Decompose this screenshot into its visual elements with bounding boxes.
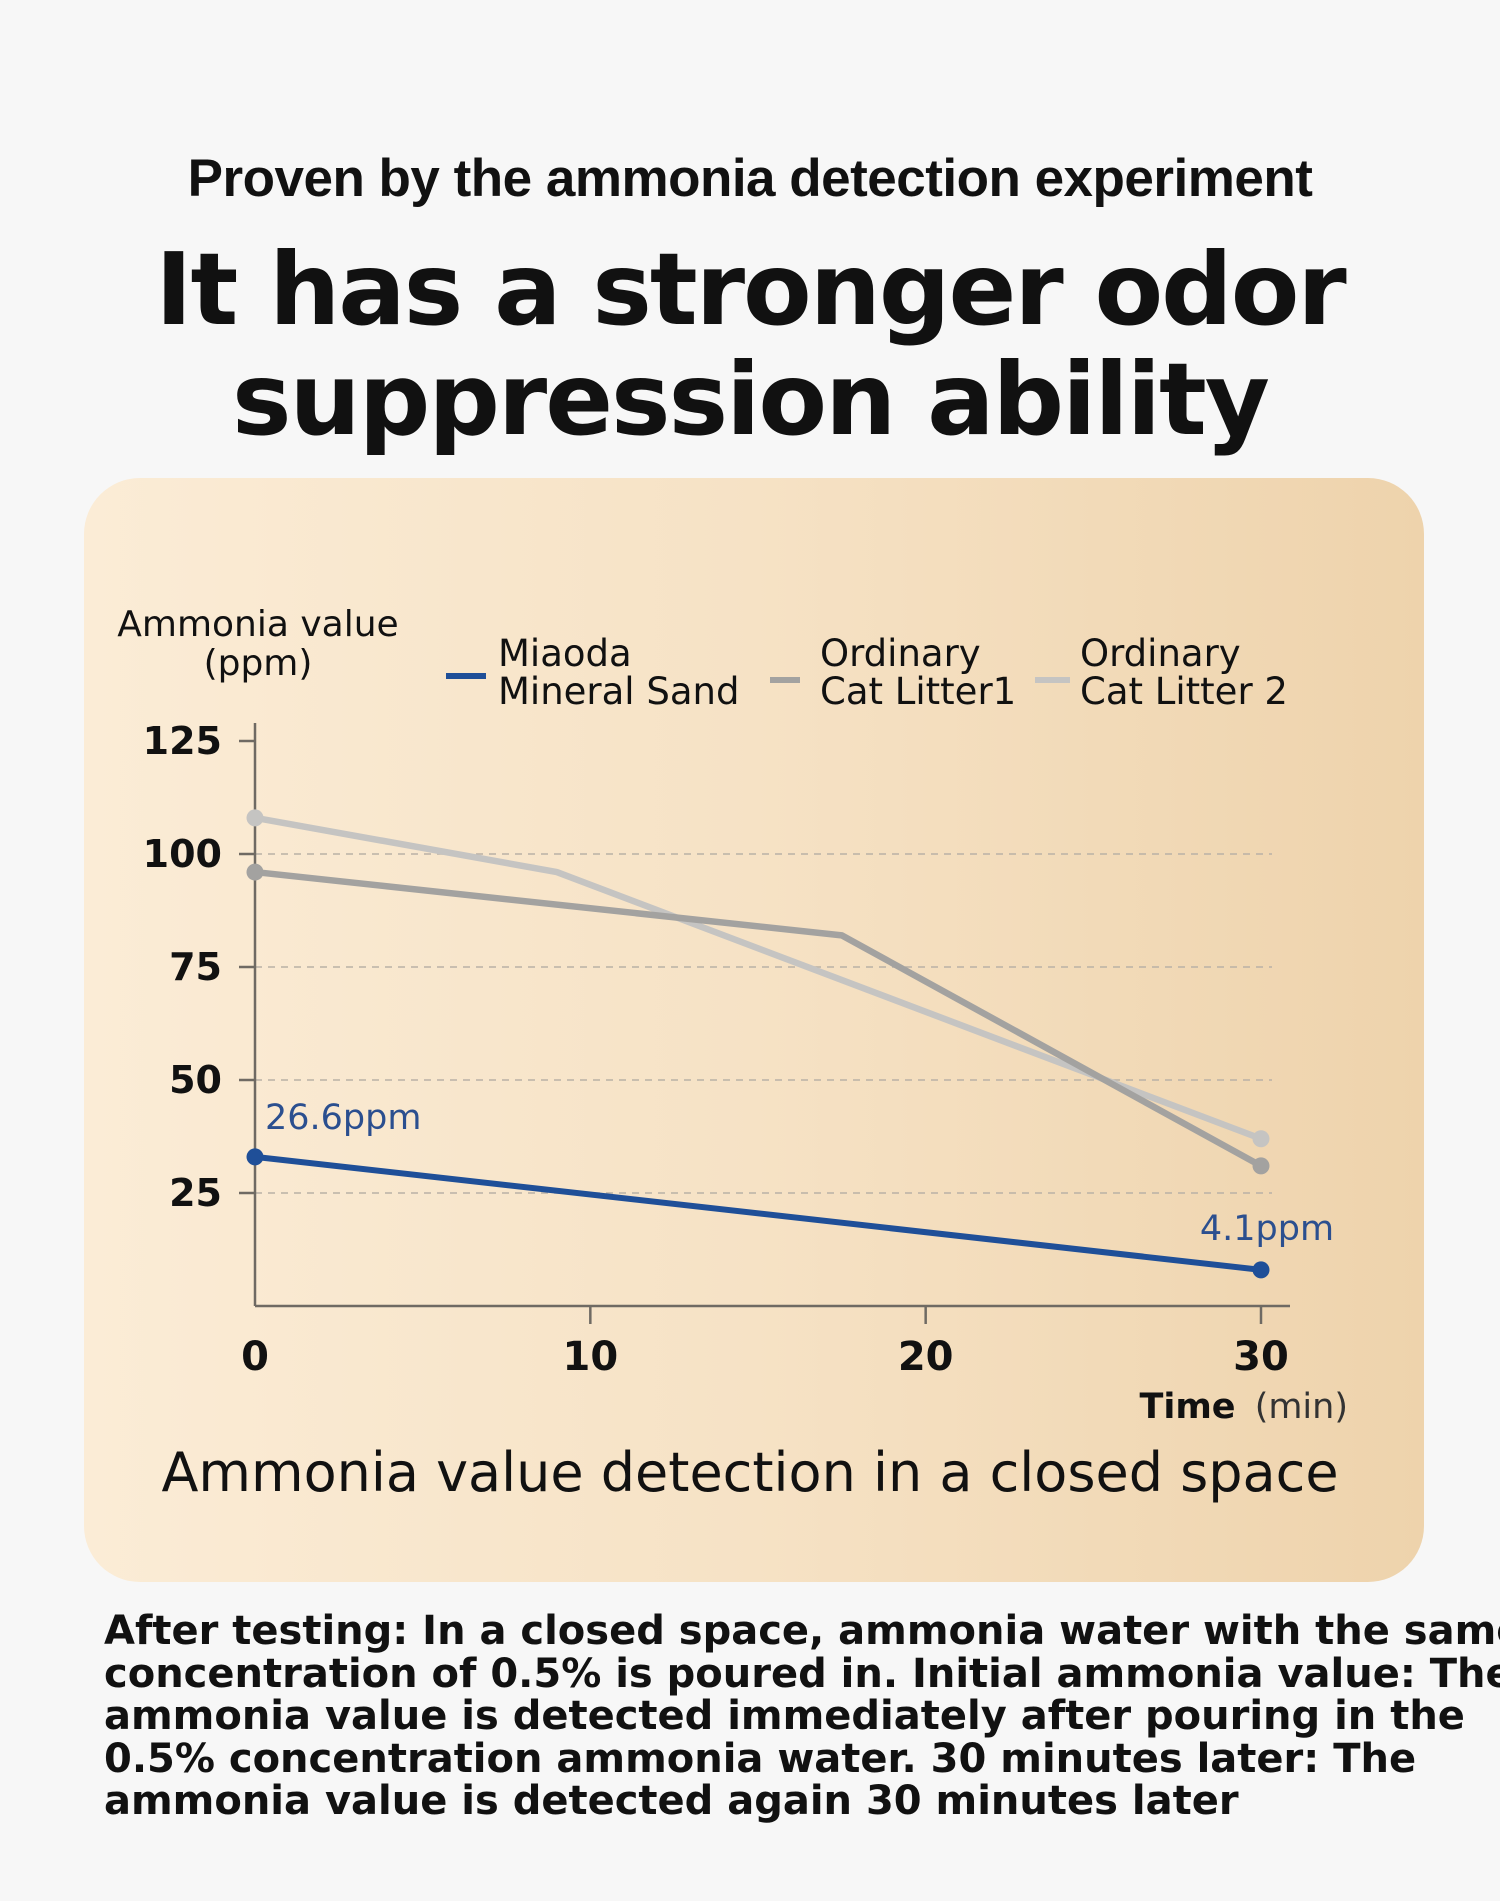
chart-caption: Ammonia value detection in a closed spac…	[161, 1441, 1339, 1504]
series-marker-3	[1252, 1130, 1270, 1148]
x-tick-label: 10	[562, 1334, 618, 1380]
legend-label-1: Miaoda	[498, 632, 632, 675]
series-line-2	[251, 868, 1265, 1170]
y-tick-label: 50	[169, 1058, 222, 1102]
tick-marks	[239, 739, 1263, 1324]
series-marker-1	[246, 1148, 264, 1166]
series-markers	[246, 809, 1270, 1279]
tick-labels: 25 50 75 100 125 0 10 20 30	[143, 719, 1289, 1380]
x-tick-label: 20	[898, 1334, 954, 1380]
data-label: 4.1ppm	[1200, 1209, 1334, 1249]
description-line: After testing: In a closed space, ammoni…	[104, 1608, 1500, 1654]
data-label: 26.6ppm	[265, 1098, 421, 1138]
headline-line-2: suppression ability	[232, 341, 1270, 458]
axes	[253, 723, 1290, 1308]
y-tick-label: 75	[169, 945, 222, 989]
legend-label-3: Ordinary	[1080, 632, 1241, 675]
headline: It has a stronger odor suppression abili…	[0, 235, 1500, 455]
series-lines	[251, 814, 1265, 1273]
description-line: concentration of 0.5% is poured in. Init…	[104, 1650, 1500, 1697]
legend-label-2: Cat Litter1	[820, 670, 1016, 713]
grid-lines	[255, 853, 1272, 1194]
subtitle: Proven by the ammonia detection experime…	[187, 149, 1313, 208]
y-axis-label-line-2: (ppm)	[204, 643, 313, 684]
x-axis-label: Time (min)	[1139, 1387, 1348, 1427]
y-tick-label: 125	[143, 719, 222, 763]
x-tick-label: 0	[241, 1334, 269, 1380]
description-paragraph: After testing: In a closed space, ammoni…	[104, 1608, 1500, 1824]
description-line: 0.5% concentration ammonia water. 30 min…	[104, 1735, 1417, 1782]
y-axis-label-line-1: Ammonia value	[117, 604, 398, 645]
description-line: ammonia value is detected again 30 minut…	[104, 1778, 1239, 1824]
legend-label-1: Mineral Sand	[498, 670, 739, 713]
y-tick-label: 100	[143, 832, 222, 876]
headline-line-1: It has a stronger odor	[155, 231, 1347, 348]
chart-card	[84, 478, 1424, 1582]
series-marker-2	[246, 863, 264, 881]
series-marker-2	[1252, 1157, 1270, 1175]
description-line: ammonia value is detected immediately af…	[104, 1693, 1465, 1739]
y-tick-label: 25	[169, 1171, 222, 1215]
x-axis-label-bold: Time	[1139, 1387, 1235, 1427]
legend-label-3: Cat Litter 2	[1080, 670, 1288, 713]
series-line-3	[251, 814, 1265, 1143]
legend-label-2: Ordinary	[820, 632, 981, 675]
x-tick-label: 30	[1233, 1334, 1289, 1380]
series-marker-3	[246, 809, 264, 827]
annotations: 26.6ppm 4.1ppm	[265, 1098, 1334, 1249]
x-axis-label-unit: (min)	[1255, 1387, 1348, 1427]
series-marker-1	[1252, 1261, 1270, 1279]
series-line-1	[252, 1153, 1264, 1273]
